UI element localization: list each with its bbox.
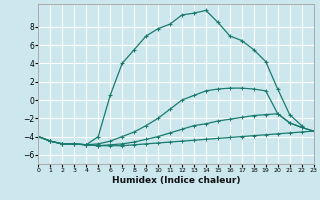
X-axis label: Humidex (Indice chaleur): Humidex (Indice chaleur) xyxy=(112,176,240,185)
